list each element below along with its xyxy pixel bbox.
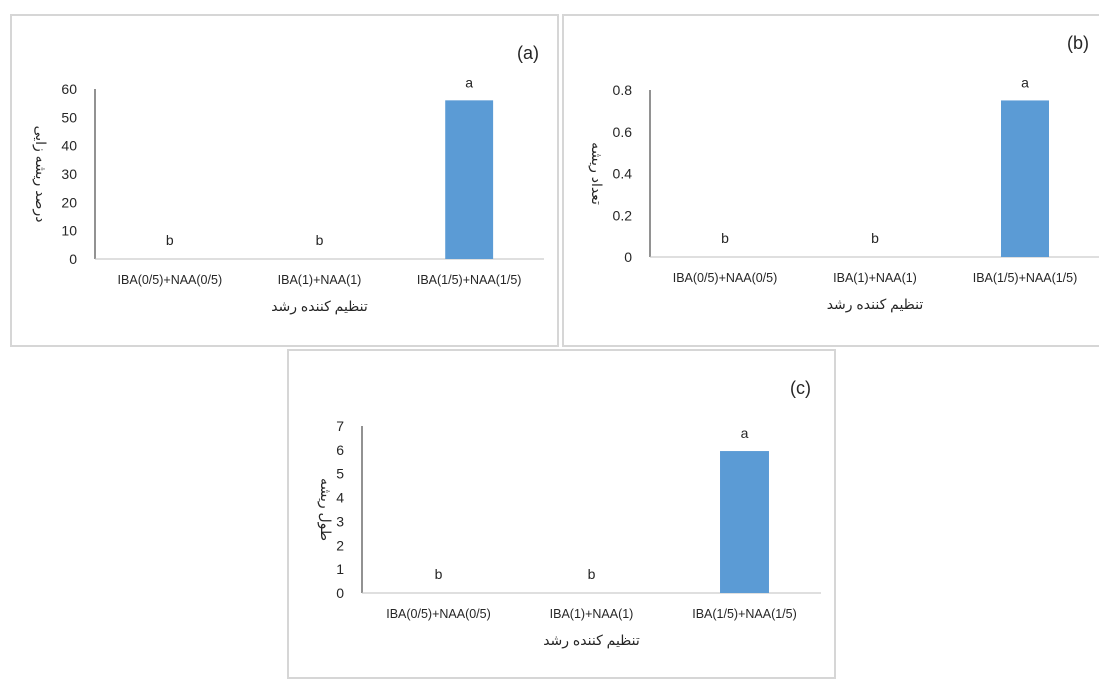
bar-c-2 [720, 451, 769, 593]
bar-letter-b-1: b [871, 230, 879, 246]
chart-panel-c: (c) 0 1 2 3 4 5 6 7 b IBA(0/5)+NAA(0/5) b IBA(1)+NAA… [287, 349, 836, 679]
bar-letter-c-0: b [435, 566, 443, 582]
x-axis-title-b: تنظیم کننده رشد [827, 296, 924, 313]
y-tick-label-c-1: 1 [336, 561, 344, 577]
y-tick-label-a-1: 10 [61, 223, 77, 239]
y-tick-label-a-3: 30 [61, 166, 77, 182]
bar-a-2 [445, 100, 494, 259]
chart-c-svg: (c) 0 1 2 3 4 5 6 7 b IBA(0/5)+NAA(0/5) b IBA(1)+NAA… [317, 378, 821, 649]
x-tick-label-b-0: IBA(0/5)+NAA(0/5) [673, 271, 778, 285]
bar-letter-c-2: a [741, 425, 749, 441]
x-tick-label-b-1: IBA(1)+NAA(1) [833, 271, 917, 285]
y-tick-label-c-7: 7 [336, 418, 344, 434]
y-tick-label-c-2: 2 [336, 537, 344, 553]
bar-letter-b-0: b [721, 230, 729, 246]
y-tick-label-a-2: 20 [61, 194, 77, 210]
x-tick-label-a-2: IBA(1/5)+NAA(1/5) [417, 273, 522, 287]
y-axis-title-a: درصد ریشه زایی [32, 126, 49, 223]
bar-letter-b-2: a [1021, 74, 1029, 90]
x-tick-label-a-1: IBA(1)+NAA(1) [278, 273, 362, 287]
y-tick-label-b-4: 0.8 [613, 82, 633, 98]
x-tick-label-c-1: IBA(1)+NAA(1) [550, 607, 634, 621]
y-tick-label-b-0: 0 [624, 249, 632, 265]
x-tick-label-b-2: IBA(1/5)+NAA(1/5) [973, 271, 1078, 285]
panel-label-b: (b) [1067, 33, 1089, 53]
y-tick-label-a-6: 60 [61, 81, 77, 97]
y-tick-label-a-0: 0 [69, 251, 77, 267]
y-axis-title-c: طول ریشه [317, 478, 334, 541]
panel-label-c: (c) [790, 378, 811, 398]
panel-label-a: (a) [517, 43, 539, 63]
y-axis-title-b: تعداد ریشه [588, 142, 605, 205]
x-tick-label-a-0: IBA(0/5)+NAA(0/5) [118, 273, 223, 287]
y-tick-label-c-3: 3 [336, 513, 344, 529]
x-axis-title-c: تنظیم کننده رشد [543, 632, 640, 649]
bar-letter-a-0: b [166, 232, 174, 248]
bar-letter-a-2: a [465, 74, 473, 90]
y-tick-label-b-3: 0.6 [613, 124, 633, 140]
x-tick-label-c-0: IBA(0/5)+NAA(0/5) [386, 607, 491, 621]
y-tick-label-a-5: 50 [61, 109, 77, 125]
y-tick-label-c-6: 6 [336, 442, 344, 458]
x-tick-label-c-2: IBA(1/5)+NAA(1/5) [692, 607, 797, 621]
chart-b-svg: (b) 0 0.2 0.4 0.6 0.8 b IBA(0/5)+NAA(0/5) b IBA(1… [588, 33, 1099, 313]
y-tick-label-c-0: 0 [336, 585, 344, 601]
y-tick-label-c-5: 5 [336, 466, 344, 482]
chart-panel-b: (b) 0 0.2 0.4 0.6 0.8 b IBA(0/5)+NAA(0/5) b IBA(1… [562, 14, 1099, 347]
bar-letter-a-1: b [316, 232, 324, 248]
y-tick-label-b-2: 0.4 [613, 166, 633, 182]
y-tick-label-b-1: 0.2 [613, 207, 633, 223]
chart-panel-a: (a) 0 10 20 30 40 50 60 b IBA(0/5)+NAA(0/5) b IBA(1… [10, 14, 559, 347]
x-axis-title-a: تنظیم کننده رشد [271, 298, 368, 315]
bar-letter-c-1: b [588, 566, 596, 582]
bar-b-2 [1001, 100, 1049, 257]
y-tick-label-a-4: 40 [61, 138, 77, 154]
chart-a-svg: (a) 0 10 20 30 40 50 60 b IBA(0/5)+NAA(0/5) b IBA(1… [32, 43, 544, 315]
y-tick-label-c-4: 4 [336, 490, 344, 506]
